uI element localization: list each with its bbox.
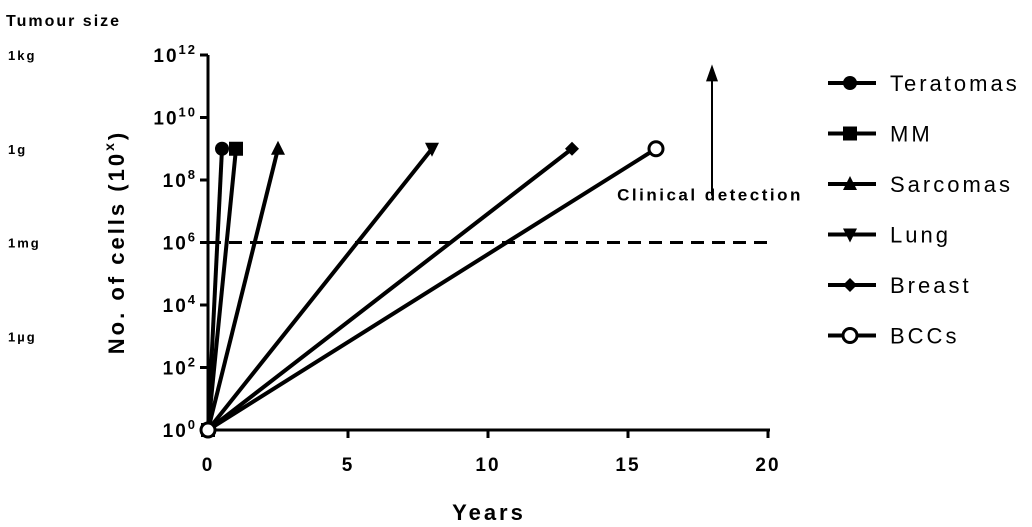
y-axis-title-sup: x	[101, 140, 117, 151]
x-tick-label: 0	[202, 455, 215, 476]
tumour-size-label: 1µg	[8, 329, 37, 344]
y-tick-exponent: 12	[179, 42, 197, 57]
tumour-size-label: 1g	[8, 142, 27, 157]
legend-item-lung: Lung	[828, 223, 951, 248]
legend-label: Sarcomas	[890, 172, 1013, 197]
open-circle-marker	[199, 421, 217, 439]
series-lung	[201, 142, 439, 438]
y-tick-label: 106	[163, 230, 197, 255]
legend-label: Breast	[890, 273, 972, 298]
series-line	[206, 147, 658, 432]
series-teratomas	[201, 141, 229, 437]
y-tick-label: 108	[163, 167, 197, 192]
series-bccs	[199, 140, 665, 439]
y-axis-title-main: No. of cells (10	[104, 151, 129, 354]
x-tick-label: 20	[755, 455, 780, 476]
open-circle-marker	[841, 327, 859, 344]
series-line	[206, 148, 224, 431]
y-axis-title-close: )	[104, 130, 129, 140]
y-tick-base: 10	[153, 109, 178, 130]
series-line	[206, 148, 280, 431]
triangle-down-marker	[843, 228, 857, 243]
y-tick-label: 1012	[153, 42, 197, 67]
legend-item-sarcomas: Sarcomas	[828, 172, 1013, 197]
x-axis-title: Years	[452, 500, 526, 525]
series-line	[206, 147, 434, 432]
x-tick-label: 5	[342, 455, 355, 476]
tumour-size-axis: Tumour size 1kg 1g 1mg 1µg	[6, 13, 121, 344]
y-tick-base: 10	[163, 296, 188, 317]
y-tick-exponent: 6	[188, 230, 197, 245]
series-group	[199, 140, 665, 439]
clinical-detection-label: Clinical detection	[617, 185, 803, 204]
series-breast	[201, 141, 579, 437]
y-tick-base: 10	[163, 171, 188, 192]
y-tick-exponent: 8	[188, 167, 197, 182]
legend-label: MM	[890, 122, 933, 147]
triangle-up-marker	[271, 140, 285, 155]
x-tick-label: 15	[615, 455, 640, 476]
legend-label: BCCs	[890, 324, 959, 349]
y-tick-exponent: 2	[188, 355, 197, 370]
series-line	[206, 147, 574, 432]
y-tick-base: 10	[163, 421, 188, 442]
diamond-marker	[565, 141, 579, 156]
y-tick-exponent: 0	[188, 417, 197, 432]
y-axis-title: No. of cells (10x)	[101, 130, 129, 354]
triangle-down-marker	[425, 142, 439, 157]
legend-label: Lung	[890, 223, 951, 248]
y-tick-label: 100	[163, 417, 197, 442]
tumour-size-title: Tumour size	[6, 13, 121, 30]
y-tick-label: 104	[163, 292, 197, 317]
y-tick-base: 10	[153, 46, 178, 67]
legend-item-bccs: BCCs	[828, 324, 959, 349]
square-marker	[843, 126, 857, 141]
legend: Teratomas MM Sarcomas Lung Breast BCCs	[828, 71, 1020, 349]
y-tick-label: 102	[163, 355, 197, 380]
annotation-arrow-head	[706, 64, 718, 82]
x-tick-label: 10	[475, 455, 500, 476]
diamond-marker	[843, 278, 857, 292]
y-tick-base: 10	[163, 234, 188, 255]
tumour-size-label: 1kg	[8, 48, 36, 63]
circle-marker	[215, 141, 229, 156]
open-circle-marker	[647, 140, 665, 158]
series-line	[206, 148, 238, 431]
legend-item-mm: MM	[828, 122, 933, 147]
square-marker	[229, 141, 243, 156]
y-tick-exponent: 10	[179, 105, 197, 120]
legend-item-breast: Breast	[828, 273, 972, 298]
circle-marker	[843, 76, 857, 90]
x-axis-ticks: 0 5 10 15 20	[202, 430, 780, 476]
y-tick-exponent: 4	[188, 292, 197, 307]
triangle-up-marker	[843, 176, 857, 190]
y-tick-label: 1010	[153, 105, 197, 130]
y-tick-base: 10	[163, 359, 188, 380]
legend-item-teratomas: Teratomas	[828, 71, 1020, 96]
legend-label: Teratomas	[890, 71, 1020, 96]
tumour-size-label: 1mg	[8, 236, 41, 251]
